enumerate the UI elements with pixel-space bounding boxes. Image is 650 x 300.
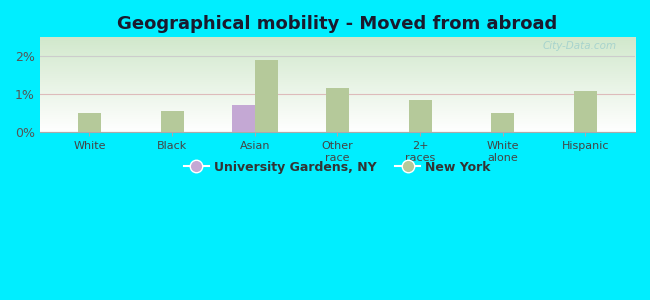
Bar bbox=[255, 60, 278, 132]
Bar bbox=[161, 111, 184, 132]
Bar bbox=[78, 113, 101, 132]
Bar bbox=[231, 105, 255, 132]
Title: Geographical mobility - Moved from abroad: Geographical mobility - Moved from abroa… bbox=[117, 15, 558, 33]
Legend: University Gardens, NY, New York: University Gardens, NY, New York bbox=[179, 156, 496, 178]
Text: City-Data.com: City-Data.com bbox=[543, 41, 617, 51]
Bar bbox=[408, 100, 432, 132]
Bar bbox=[326, 88, 349, 132]
Bar bbox=[574, 91, 597, 132]
Bar bbox=[491, 113, 514, 132]
